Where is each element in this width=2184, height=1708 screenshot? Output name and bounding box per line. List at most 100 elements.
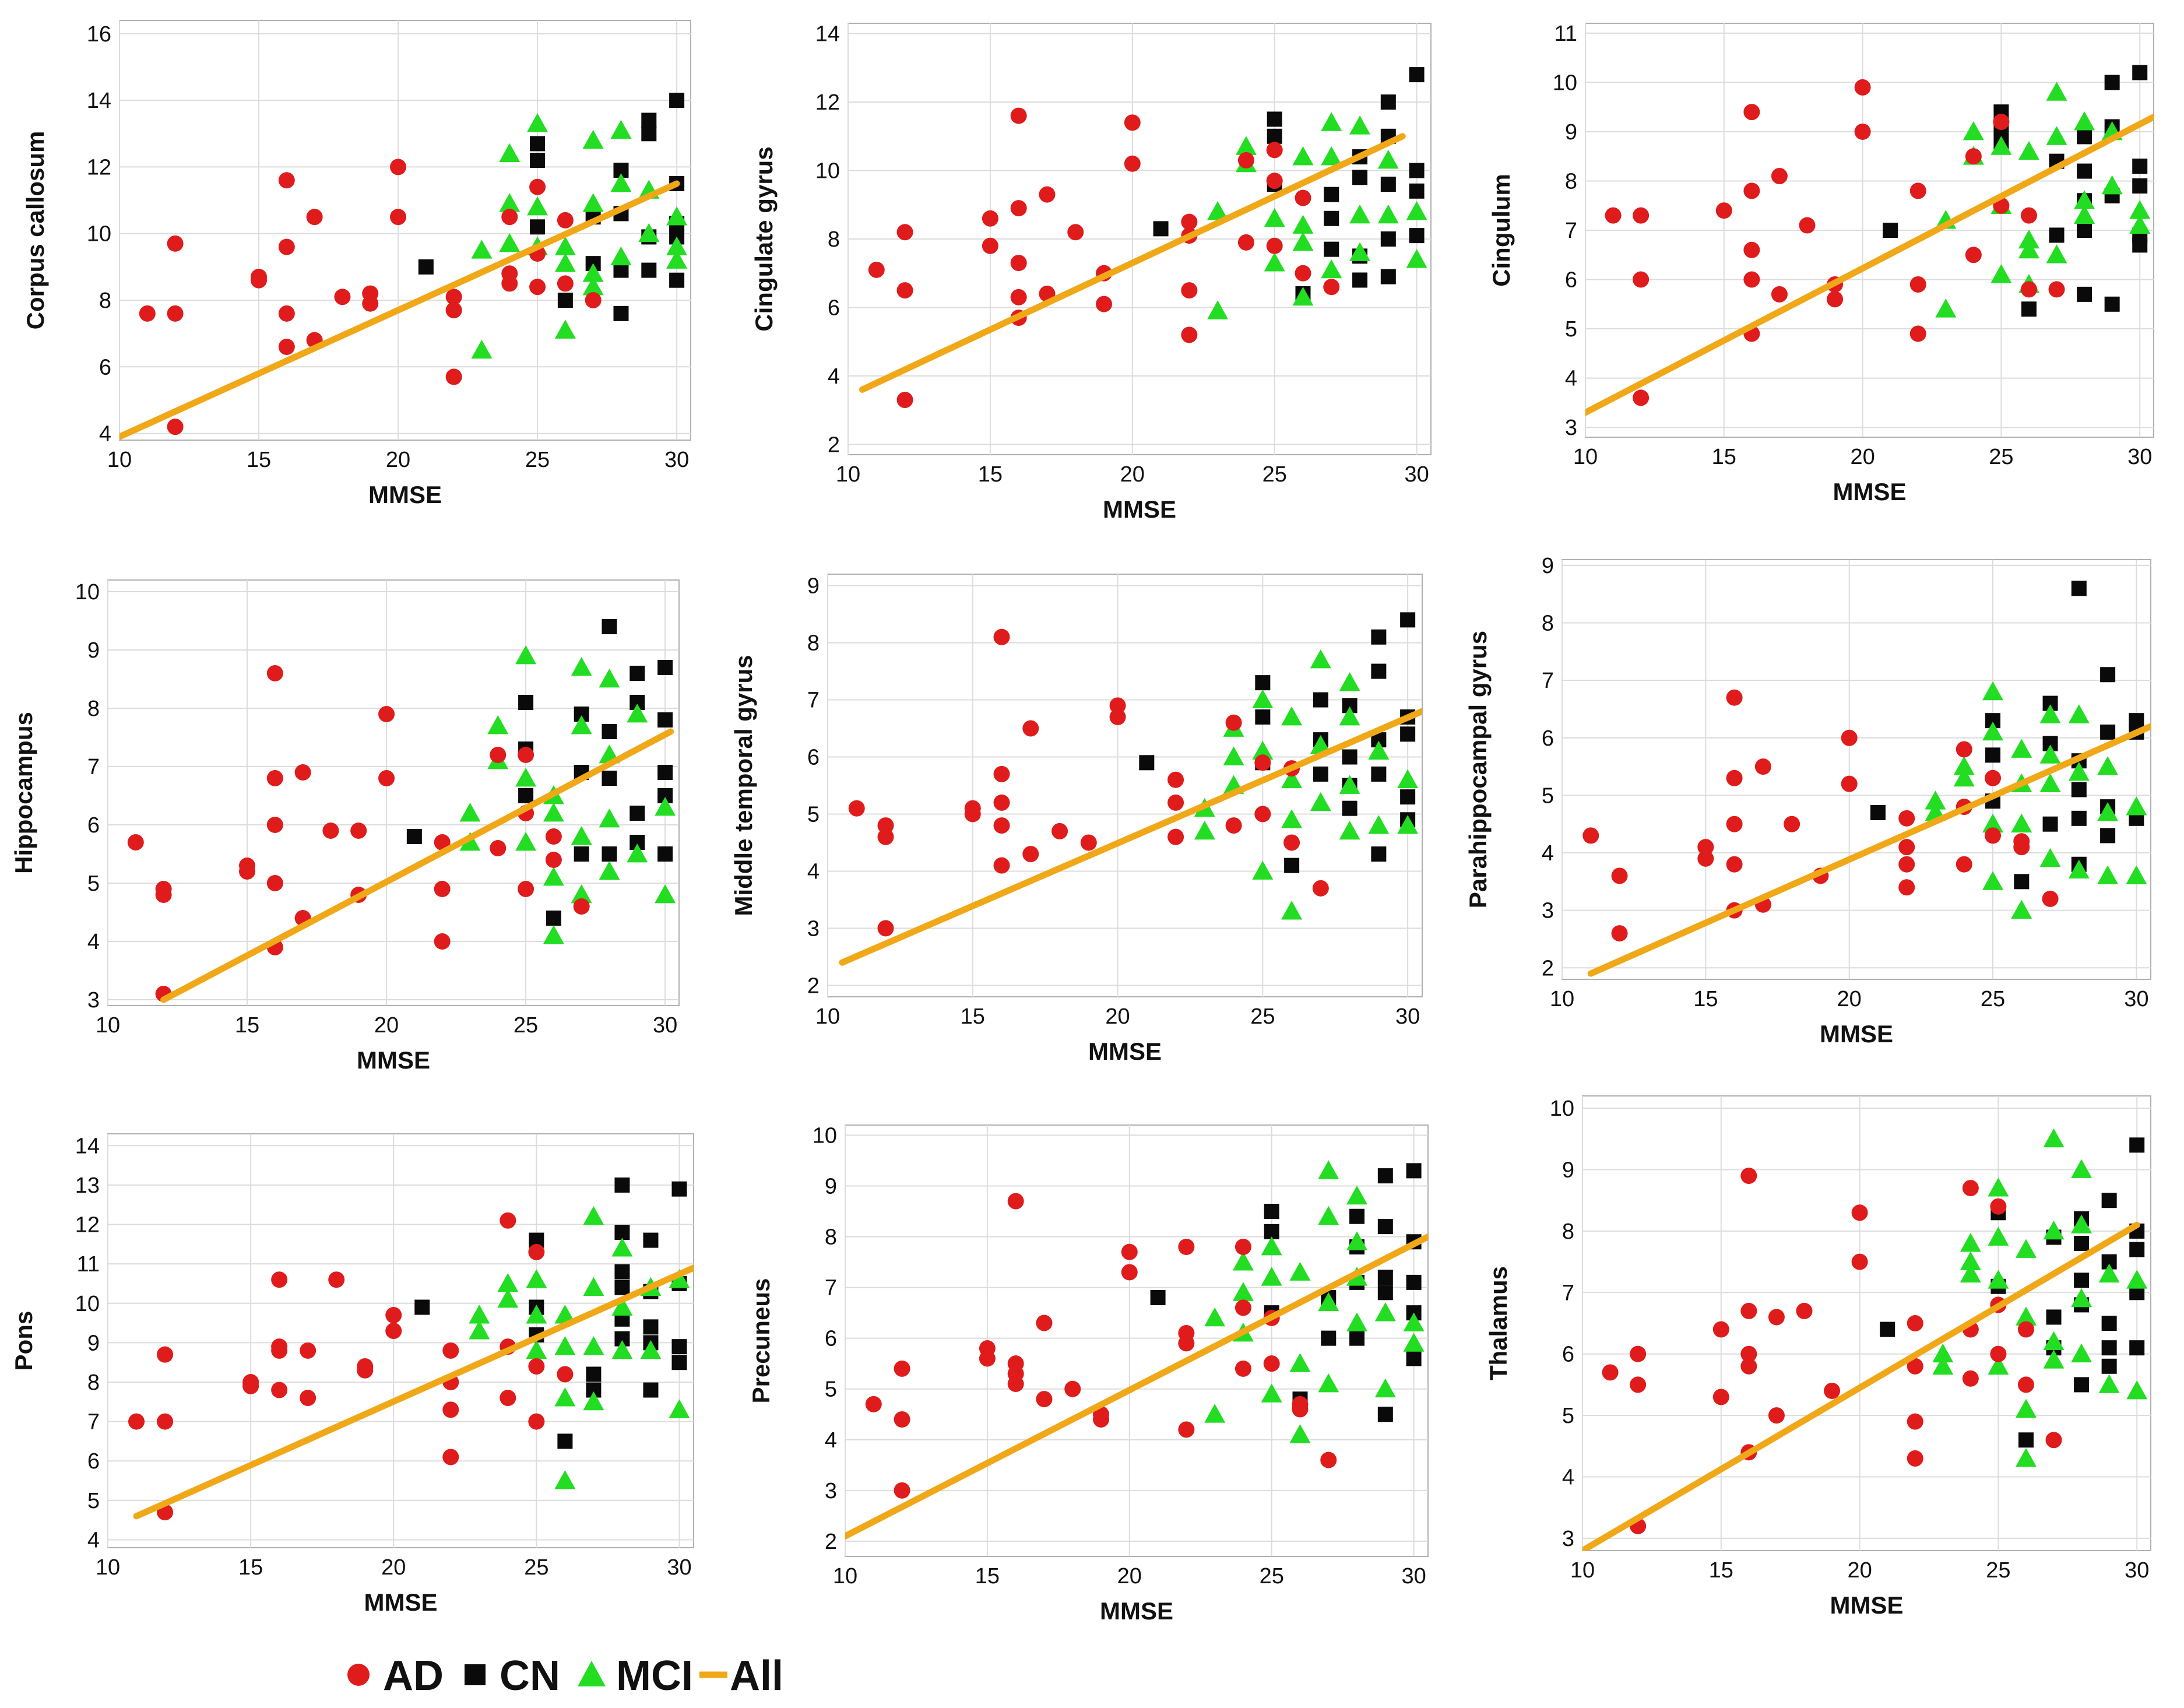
point-mci (1261, 1383, 1282, 1403)
point-mci (1377, 149, 1399, 169)
point-ad (2017, 1376, 2034, 1393)
point-ad (442, 1401, 459, 1418)
point-mci (1264, 208, 1285, 227)
point-ad (278, 339, 295, 355)
point-mci (1988, 1270, 2009, 1289)
y-tick-label: 9 (87, 638, 100, 663)
point-mci (526, 1269, 547, 1288)
point-cn (671, 1355, 687, 1370)
point-ad (1962, 1180, 1979, 1197)
point-mci (655, 884, 676, 904)
y-tick-label: 6 (1565, 268, 1577, 293)
y-tick-label: 7 (807, 688, 820, 713)
y-tick-label: 9 (807, 574, 820, 599)
point-ad (1167, 828, 1184, 845)
x-tick-label: 30 (1401, 1564, 1426, 1588)
x-axis-label: MMSE (357, 1046, 430, 1074)
x-axis-label: MMSE (1820, 1020, 1893, 1048)
point-ad (1740, 1168, 1757, 1185)
point-cn (1406, 1351, 1422, 1366)
point-ad (1007, 1193, 1024, 1210)
point-mci (515, 832, 537, 851)
point-ad (128, 1413, 145, 1430)
point-mci (2018, 229, 2039, 249)
point-cn (2104, 296, 2120, 312)
y-tick-label: 7 (1565, 219, 1577, 243)
legend-item-cn: CN (465, 1653, 560, 1699)
point-cn (2049, 227, 2065, 243)
point-ad (1898, 810, 1915, 827)
point-ad (1712, 1321, 1729, 1338)
x-tick-label: 20 (1120, 462, 1145, 487)
y-tick-label: 10 (1550, 1097, 1574, 1121)
point-mci (515, 645, 537, 665)
y-axis-label: Hippocampus (10, 712, 37, 874)
point-ad (993, 817, 1010, 834)
point-mci (627, 844, 648, 863)
point-ad (1167, 794, 1184, 811)
legend-label-mci: MCI (616, 1653, 693, 1699)
y-tick-label: 10 (75, 1292, 100, 1316)
point-cn (2100, 828, 2116, 844)
point-cn (1139, 755, 1155, 771)
y-tick-label: 4 (825, 1428, 837, 1453)
point-mci (543, 867, 564, 886)
point-ad (1254, 806, 1271, 823)
point-mci (571, 884, 592, 904)
plot-area (107, 579, 680, 1006)
y-tick-label: 6 (87, 1449, 100, 1474)
point-mci (499, 143, 520, 162)
point-ad (157, 1346, 174, 1363)
point-ad (1036, 1391, 1053, 1408)
point-mci (599, 809, 620, 828)
point-mci (2074, 190, 2095, 209)
panel-cingulum: 10 15 20 25 30 3 4 5 6 7 8 9 10 11 MMSE Cingulum (1487, 22, 2154, 505)
point-cn (2100, 667, 2116, 683)
point-ad (1237, 234, 1254, 251)
point-ad (1740, 1345, 1757, 1362)
point-ad (1956, 856, 1972, 873)
y-tick-label: 3 (87, 988, 100, 1013)
point-cn (1352, 272, 1368, 288)
point-ad (877, 828, 894, 845)
point-mci (1377, 204, 1399, 224)
point-mci (1204, 1404, 1226, 1423)
point-mci (1232, 1282, 1254, 1301)
x-tick-label: 15 (235, 1013, 259, 1038)
y-tick-label: 5 (825, 1377, 837, 1402)
data-marks (859, 67, 1427, 409)
point-cn (1409, 67, 1425, 83)
point-mci (1339, 706, 1360, 726)
point-mci (599, 861, 620, 880)
point-mci (2068, 859, 2090, 879)
point-mci (2071, 1159, 2092, 1178)
point-ad (378, 706, 395, 722)
point-mci (526, 1340, 547, 1359)
point-ad (434, 933, 451, 950)
point-ad (1771, 286, 1788, 303)
point-mci (2015, 1239, 2037, 1258)
point-cn (1377, 1270, 1393, 1285)
x-tick-label: 25 (1250, 1004, 1275, 1029)
y-tick-label: 9 (1542, 554, 1554, 578)
x-tick-label: 30 (653, 1013, 677, 1038)
y-tick-label: 9 (87, 1331, 100, 1355)
legend: AD CN MCI All (347, 1653, 783, 1699)
point-mci (1281, 706, 1303, 726)
point-ad (271, 1342, 288, 1359)
point-ad (1320, 1452, 1337, 1468)
point-ad (1726, 689, 1743, 706)
point-cn (2132, 178, 2148, 194)
point-cn (530, 136, 546, 152)
point-ad (1582, 827, 1599, 844)
point-cn (643, 1319, 659, 1335)
point-ad (865, 1396, 882, 1412)
point-cn (2129, 1137, 2145, 1153)
point-ad (1323, 279, 1340, 296)
point-cn (2014, 874, 2030, 890)
point-ad (1010, 107, 1027, 124)
regression-line-all (839, 708, 1422, 966)
point-ad (300, 1342, 316, 1359)
point-ad (1768, 1407, 1785, 1424)
point-mci (1252, 689, 1274, 708)
